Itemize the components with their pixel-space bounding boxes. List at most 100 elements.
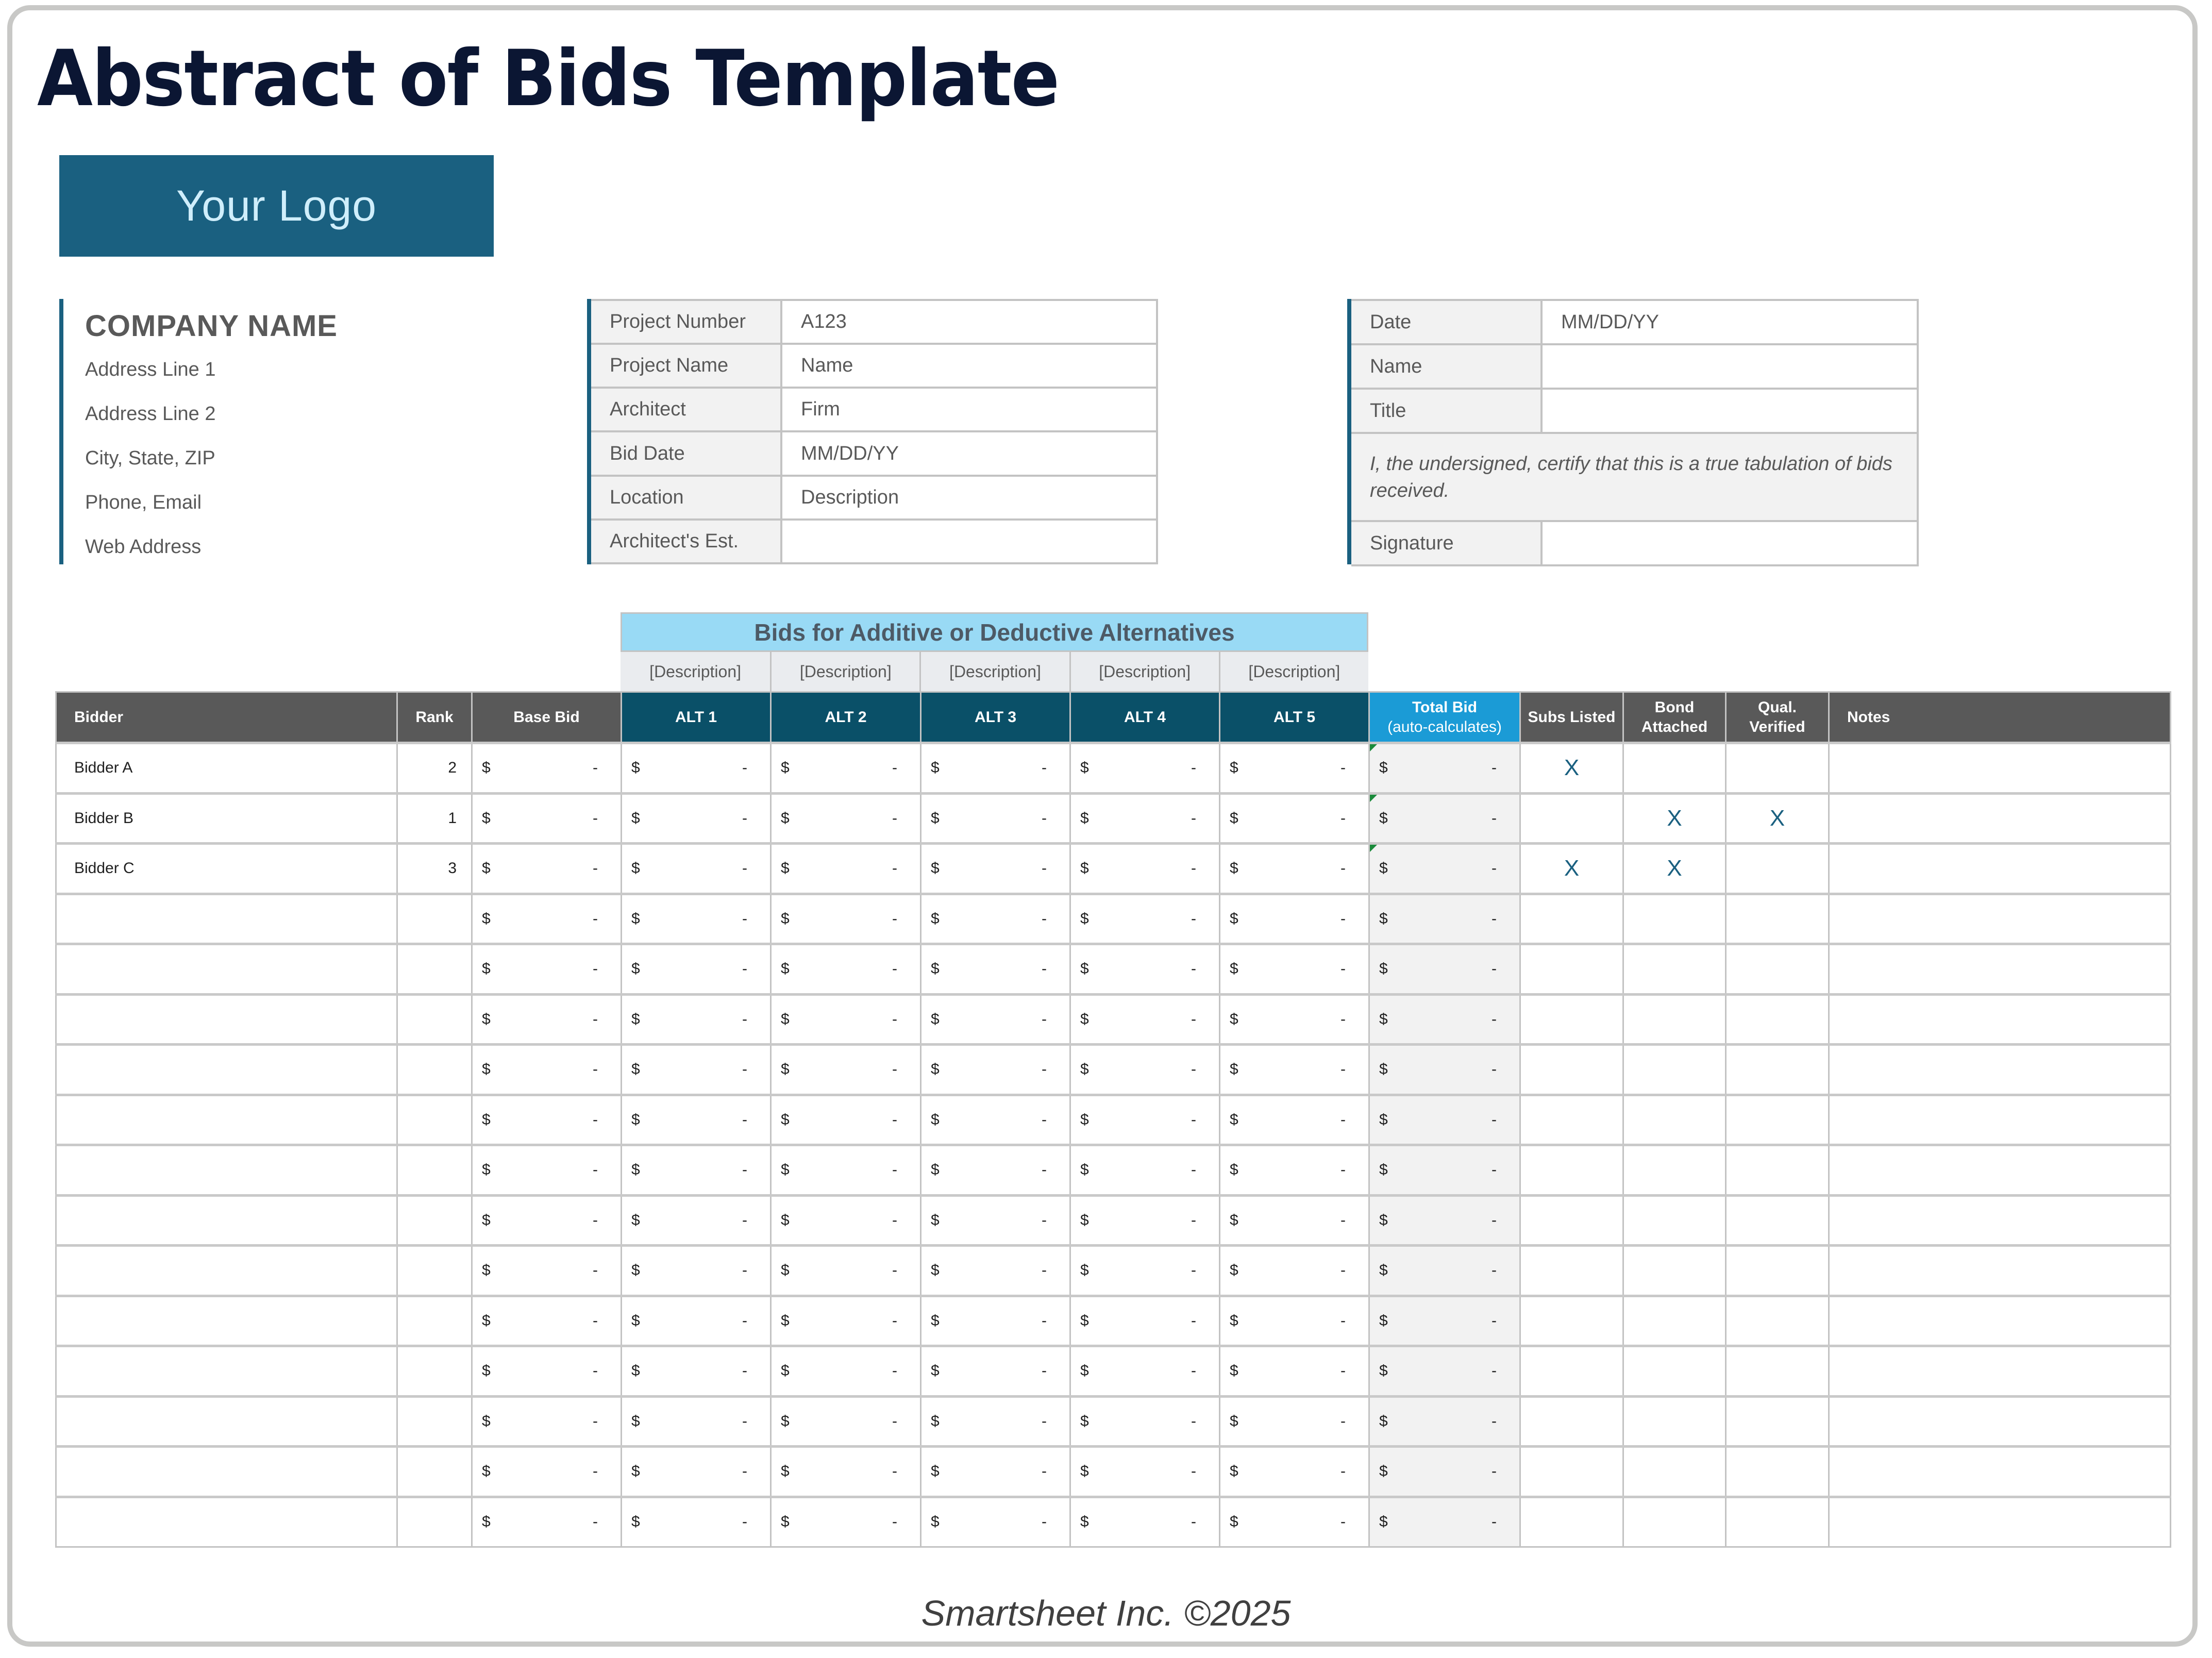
bond-attached-cell[interactable]	[1622, 1194, 1727, 1246]
alt-4-cell[interactable]: $ -	[1069, 792, 1220, 844]
alt-4-cell[interactable]: $ -	[1069, 1395, 1220, 1447]
bond-attached-cell[interactable]	[1622, 943, 1727, 995]
bond-attached-cell[interactable]: X	[1622, 842, 1727, 895]
alt-1-cell[interactable]: $ -	[621, 1395, 772, 1447]
alt-5-cell[interactable]: $ -	[1219, 943, 1370, 995]
qual-verified-cell[interactable]	[1725, 1244, 1830, 1297]
alt-2-cell[interactable]: $ -	[770, 1194, 921, 1246]
alt-2-cell[interactable]: $ -	[770, 892, 921, 945]
bidder-cell[interactable]	[55, 892, 398, 945]
alt-5-cell[interactable]: $ -	[1219, 1445, 1370, 1498]
alt-2-cell[interactable]: $ -	[770, 742, 921, 794]
notes-cell[interactable]	[1828, 792, 2171, 844]
qual-verified-cell[interactable]	[1725, 1043, 1830, 1096]
bidder-cell[interactable]: Bidder A	[55, 742, 398, 794]
alt-5-cell[interactable]: $ -	[1219, 1495, 1370, 1548]
alt-3-cell[interactable]: $ -	[920, 943, 1071, 995]
subs-listed-cell[interactable]	[1519, 1495, 1624, 1548]
rank-cell[interactable]	[396, 1495, 473, 1548]
bidder-cell[interactable]	[55, 943, 398, 995]
alt-2-cell[interactable]: $ -	[770, 943, 921, 995]
bidder-cell[interactable]	[55, 1194, 398, 1246]
notes-cell[interactable]	[1828, 993, 2171, 1045]
alt-3-cell[interactable]: $ -	[920, 1395, 1071, 1447]
alt-3-cell[interactable]: $ -	[920, 792, 1071, 844]
base-bid-cell[interactable]: $ -	[471, 993, 622, 1045]
qual-verified-cell[interactable]	[1725, 842, 1830, 895]
bond-attached-cell[interactable]	[1622, 993, 1727, 1045]
bond-attached-cell[interactable]	[1622, 1093, 1727, 1146]
notes-cell[interactable]	[1828, 943, 2171, 995]
bidder-cell[interactable]	[55, 1395, 398, 1447]
alt-1-cell[interactable]: $ -	[621, 1093, 772, 1146]
bond-attached-cell[interactable]	[1622, 1345, 1727, 1397]
rank-cell[interactable]	[396, 1395, 473, 1447]
notes-cell[interactable]	[1828, 1294, 2171, 1347]
alt-5-cell[interactable]: $ -	[1219, 1194, 1370, 1246]
base-bid-cell[interactable]: $ -	[471, 1194, 622, 1246]
cert-date-field[interactable]: MM/DD/YY	[1540, 299, 1919, 345]
bond-attached-cell[interactable]	[1622, 1495, 1727, 1548]
qual-verified-cell[interactable]	[1725, 1144, 1830, 1196]
alt-1-cell[interactable]: $ -	[621, 993, 772, 1045]
rank-cell[interactable]	[396, 1194, 473, 1246]
alt-3-cell[interactable]: $ -	[920, 742, 1071, 794]
alt-2-cell[interactable]: $ -	[770, 842, 921, 895]
bidder-cell[interactable]	[55, 1345, 398, 1397]
rank-cell[interactable]	[396, 1043, 473, 1096]
subs-listed-cell[interactable]	[1519, 1043, 1624, 1096]
alt-1-cell[interactable]: $ -	[621, 892, 772, 945]
base-bid-cell[interactable]: $ -	[471, 842, 622, 895]
notes-cell[interactable]	[1828, 742, 2171, 794]
subs-listed-cell[interactable]	[1519, 1144, 1624, 1196]
subs-listed-cell[interactable]	[1519, 1093, 1624, 1146]
bidder-cell[interactable]	[55, 1144, 398, 1196]
bond-attached-cell[interactable]	[1622, 1294, 1727, 1347]
alt-1-cell[interactable]: $ -	[621, 1244, 772, 1297]
base-bid-cell[interactable]: $ -	[471, 1244, 622, 1297]
alt-2-description[interactable]: [Description]	[770, 652, 920, 691]
alt-5-cell[interactable]: $ -	[1219, 1093, 1370, 1146]
bond-attached-cell[interactable]	[1622, 742, 1727, 794]
alt-5-cell[interactable]: $ -	[1219, 1294, 1370, 1347]
bidder-cell[interactable]: Bidder C	[55, 842, 398, 895]
alt-3-cell[interactable]: $ -	[920, 842, 1071, 895]
notes-cell[interactable]	[1828, 1395, 2171, 1447]
subs-listed-cell[interactable]	[1519, 1244, 1624, 1297]
alt-5-cell[interactable]: $ -	[1219, 993, 1370, 1045]
alt-4-cell[interactable]: $ -	[1069, 842, 1220, 895]
alt-2-cell[interactable]: $ -	[770, 993, 921, 1045]
alt-5-cell[interactable]: $ -	[1219, 1345, 1370, 1397]
qual-verified-cell[interactable]	[1725, 1294, 1830, 1347]
architects-estimate-field[interactable]	[780, 518, 1158, 565]
alt-5-cell[interactable]: $ -	[1219, 1043, 1370, 1096]
alt-1-cell[interactable]: $ -	[621, 1043, 772, 1096]
cert-name-field[interactable]	[1540, 343, 1919, 390]
bidder-cell[interactable]	[55, 1093, 398, 1146]
alt-5-cell[interactable]: $ -	[1219, 892, 1370, 945]
subs-listed-cell[interactable]	[1519, 993, 1624, 1045]
rank-cell[interactable]: 2	[396, 742, 473, 794]
subs-listed-cell[interactable]	[1519, 1194, 1624, 1246]
rank-cell[interactable]: 1	[396, 792, 473, 844]
bond-attached-cell[interactable]: X	[1622, 792, 1727, 844]
alt-1-cell[interactable]: $ -	[621, 1495, 772, 1548]
notes-cell[interactable]	[1828, 1194, 2171, 1246]
subs-listed-cell[interactable]	[1519, 792, 1624, 844]
alt-3-cell[interactable]: $ -	[920, 1495, 1071, 1548]
rank-cell[interactable]	[396, 892, 473, 945]
base-bid-cell[interactable]: $ -	[471, 1495, 622, 1548]
qual-verified-cell[interactable]	[1725, 742, 1830, 794]
qual-verified-cell[interactable]	[1725, 1093, 1830, 1146]
alt-3-cell[interactable]: $ -	[920, 1294, 1071, 1347]
qual-verified-cell[interactable]	[1725, 1445, 1830, 1498]
alt-5-cell[interactable]: $ -	[1219, 1144, 1370, 1196]
alt-1-cell[interactable]: $ -	[621, 1194, 772, 1246]
alt-5-cell[interactable]: $ -	[1219, 1395, 1370, 1447]
rank-cell[interactable]	[396, 1445, 473, 1498]
base-bid-cell[interactable]: $ -	[471, 1445, 622, 1498]
alt-1-cell[interactable]: $ -	[621, 943, 772, 995]
alt-2-cell[interactable]: $ -	[770, 1294, 921, 1347]
alt-5-description[interactable]: [Description]	[1218, 652, 1368, 691]
alt-4-cell[interactable]: $ -	[1069, 892, 1220, 945]
